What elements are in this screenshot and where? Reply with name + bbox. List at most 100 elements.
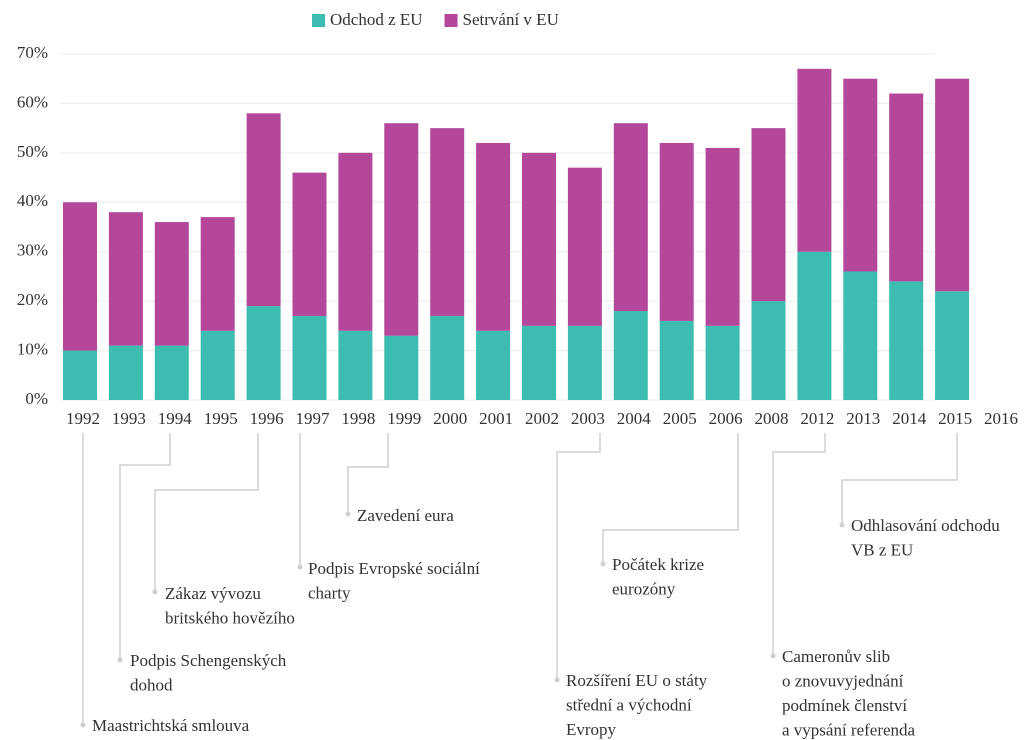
- annotation-dot: [839, 522, 845, 528]
- bar-segment: [705, 325, 740, 400]
- legend-label: Odchod z EU: [330, 10, 423, 29]
- bar-segment: [705, 147, 740, 326]
- annotation-dot: [117, 657, 123, 663]
- bar-segment: [889, 281, 924, 400]
- annotation-text: Odhlasování odchodu: [851, 516, 1000, 535]
- x-tick-label: 1992: [66, 409, 100, 428]
- x-tick-label: 1993: [112, 409, 146, 428]
- bar-segment: [613, 311, 648, 400]
- x-tick-label: 1997: [296, 409, 331, 428]
- bar-segment: [476, 142, 511, 331]
- bar-segment: [338, 152, 373, 331]
- bar-segment: [63, 202, 97, 351]
- bar-segment: [659, 320, 694, 400]
- annotation-dot: [152, 589, 158, 595]
- bar-segment: [935, 291, 970, 400]
- annotation-dot: [600, 561, 606, 567]
- annotation-text: Podpis Evropské sociální: [308, 559, 480, 578]
- bar-segment: [108, 345, 143, 400]
- bar-segment: [567, 167, 602, 326]
- bar-segment: [843, 271, 878, 400]
- annotation-text: britského hovězího: [165, 608, 295, 627]
- x-tick-label: 2001: [479, 409, 513, 428]
- x-tick-label: 1998: [341, 409, 375, 428]
- x-tick-label: 2013: [846, 409, 880, 428]
- annotation-dot: [80, 722, 86, 728]
- x-tick-label: 2012: [800, 409, 834, 428]
- x-tick-label: 2000: [433, 409, 467, 428]
- annotation-connector: [347, 433, 389, 514]
- bar-segment: [246, 113, 281, 307]
- bar-segment: [430, 128, 465, 316]
- bar-segment: [889, 93, 924, 282]
- x-tick-label: 2006: [709, 409, 743, 428]
- legend-label: Setrvání v EU: [463, 10, 559, 29]
- annotation-dot: [345, 511, 351, 517]
- annotation-text: o znovuvyjednání: [782, 671, 904, 690]
- annotation-text: charty: [308, 583, 351, 602]
- x-tick-label: 2015: [938, 409, 972, 428]
- legend-swatch: [312, 14, 325, 27]
- x-tick-label: 2016: [984, 409, 1018, 428]
- annotation-text: dohod: [130, 675, 173, 694]
- bar-segment: [751, 301, 786, 400]
- bar-segment: [108, 212, 143, 346]
- legend-swatch: [444, 14, 458, 27]
- x-tick-label: 1996: [250, 409, 284, 428]
- annotation-connector: [772, 433, 826, 656]
- annotation-text: Počátek krize: [612, 555, 704, 574]
- annotation-text: Podpis Schengenských: [130, 651, 287, 670]
- annotation-connector: [602, 433, 739, 564]
- bar-segment: [522, 152, 556, 326]
- bar-segment: [751, 128, 786, 302]
- x-tick-label: 2005: [663, 409, 697, 428]
- bar-segment: [338, 330, 373, 400]
- annotation-dot: [770, 653, 776, 659]
- annotation-text: VB z EU: [851, 540, 913, 559]
- bar-segment: [246, 306, 281, 400]
- y-tick-label: 0%: [25, 389, 48, 408]
- annotation-text: Zákaz vývozu: [165, 584, 261, 603]
- x-tick-label: 1995: [204, 409, 238, 428]
- bar-segment: [935, 78, 970, 292]
- annotation-text: Cameronův slib: [782, 647, 890, 666]
- annotation-connector: [154, 433, 259, 592]
- y-tick-label: 30%: [17, 241, 48, 260]
- x-tick-label: 2008: [755, 409, 789, 428]
- bar-segment: [797, 251, 832, 400]
- bar-segment: [843, 78, 878, 272]
- annotation-connector: [556, 433, 601, 680]
- bar-segment: [200, 330, 235, 400]
- bar-segment: [430, 315, 465, 400]
- annotation-dot: [297, 564, 303, 570]
- y-tick-label: 60%: [17, 92, 48, 111]
- bar-segment: [384, 335, 419, 400]
- y-tick-label: 70%: [17, 43, 48, 62]
- annotation-dot: [554, 677, 560, 683]
- annotation-connector: [841, 433, 958, 525]
- annotation-text: a vypsání referenda: [782, 720, 916, 739]
- y-tick-label: 20%: [17, 290, 48, 309]
- annotation-text: eurozóny: [612, 579, 676, 598]
- y-tick-label: 50%: [17, 142, 48, 161]
- annotation-text: Evropy: [566, 720, 617, 739]
- bar-segment: [613, 123, 648, 312]
- bar-segment: [659, 142, 694, 321]
- annotation-text: podmínek členství: [782, 696, 907, 715]
- bar-segment: [384, 123, 419, 336]
- bar-segment: [292, 315, 327, 400]
- bar-segment: [567, 325, 602, 400]
- x-tick-label: 1994: [158, 409, 193, 428]
- bar-segment: [63, 350, 97, 400]
- bar-segment: [200, 217, 235, 331]
- bar-segment: [522, 325, 556, 400]
- y-tick-label: 10%: [17, 339, 48, 358]
- x-tick-label: 2002: [525, 409, 559, 428]
- bar-segment: [292, 172, 327, 316]
- annotation-text: střední a východní: [566, 695, 692, 714]
- bar-segment: [476, 330, 511, 400]
- bar-segment: [154, 222, 189, 346]
- annotation-text: Maastrichtská smlouva: [92, 716, 250, 735]
- x-tick-label: 2014: [892, 409, 927, 428]
